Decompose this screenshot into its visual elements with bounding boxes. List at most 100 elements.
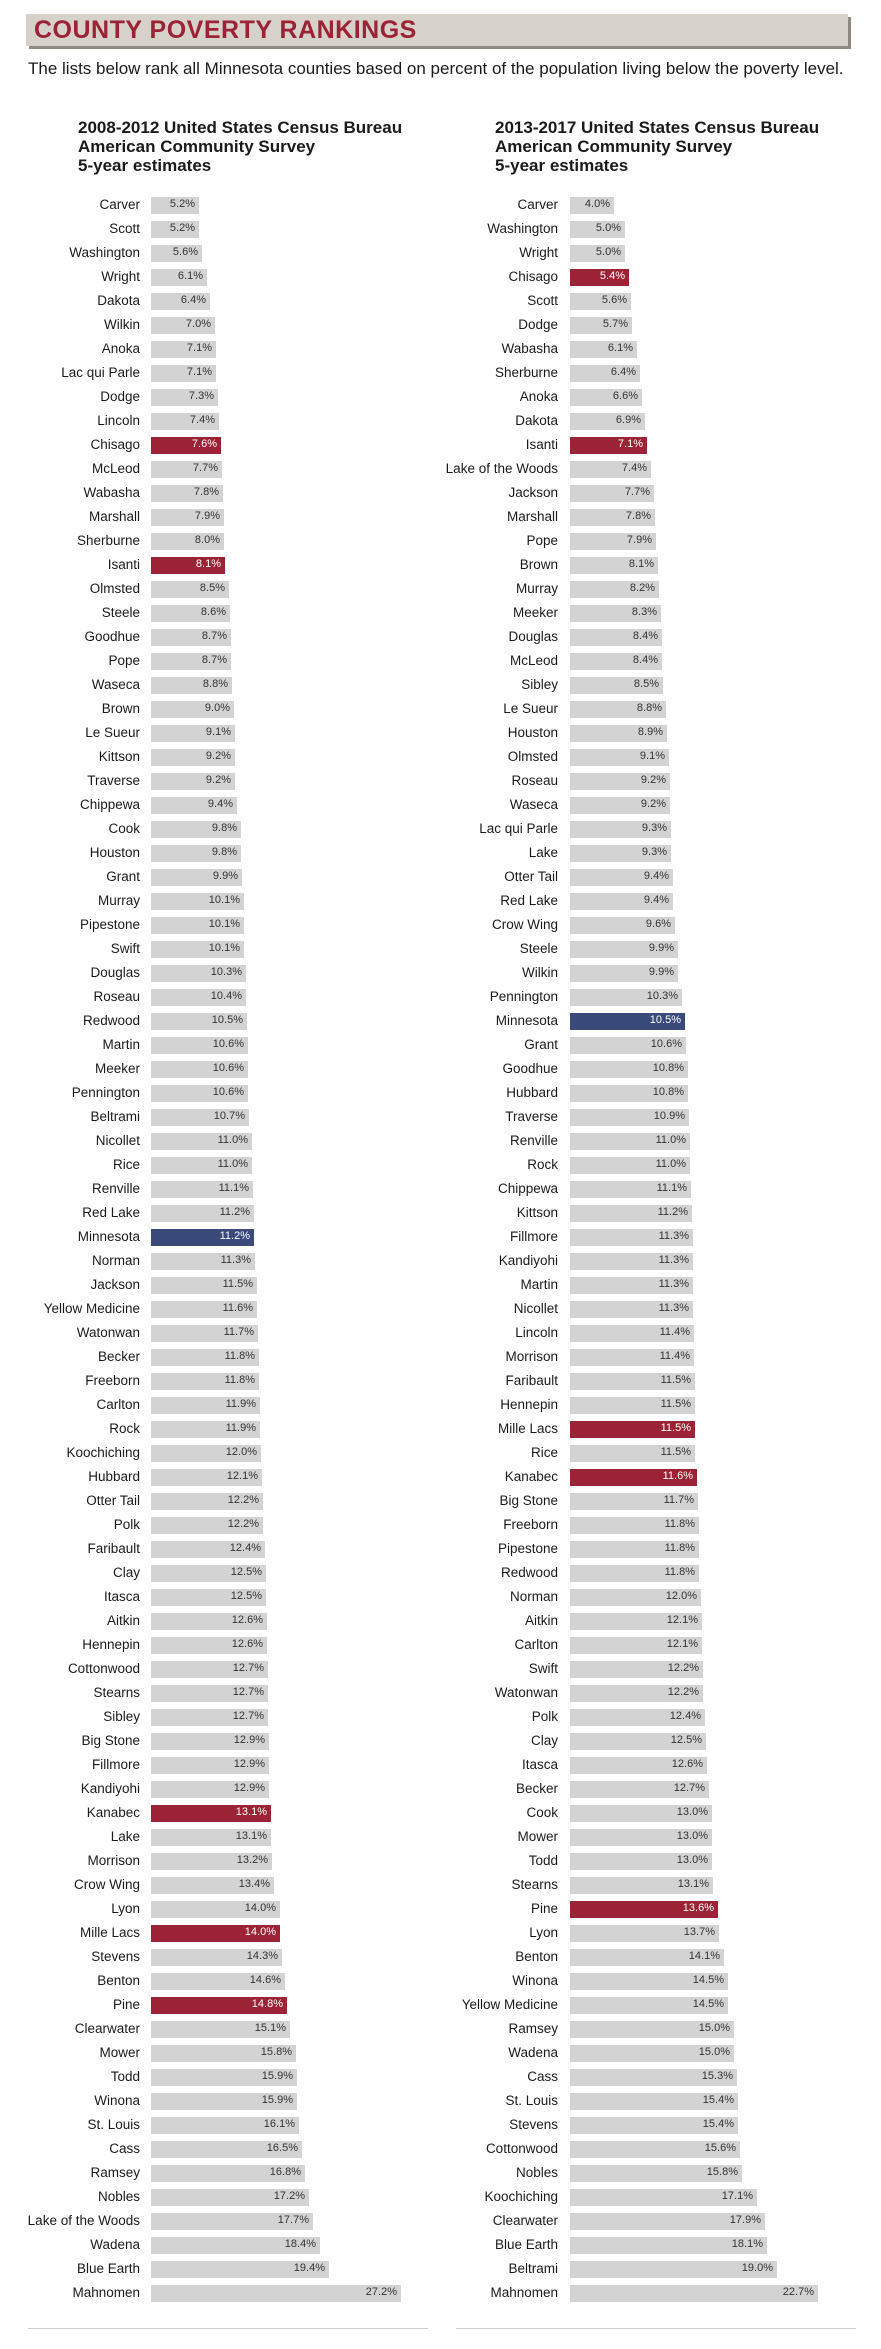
county-label: Watonwan	[494, 1685, 558, 1700]
data-label: 11.0%	[655, 1134, 686, 1146]
county-label: Nobles	[97, 2189, 140, 2204]
bar	[570, 1829, 712, 1846]
bar	[151, 1037, 248, 1054]
table-row: Red Lake 9.4%	[440, 890, 880, 914]
bar	[570, 1661, 703, 1678]
bar	[151, 1565, 266, 1582]
bar	[151, 1469, 262, 1486]
bar	[151, 1517, 263, 1534]
bar	[570, 1229, 693, 1246]
county-label: Hennepin	[82, 1637, 140, 1652]
data-label: 15.0%	[698, 2046, 730, 2058]
bar	[151, 341, 216, 358]
table-row: Mower 13.0%	[440, 1826, 880, 1850]
data-label: 12.6%	[671, 1758, 703, 1770]
bar	[151, 485, 223, 502]
county-label: Steele	[101, 605, 140, 620]
data-label: 6.9%	[615, 414, 641, 426]
county-label: Fillmore	[91, 1757, 140, 1772]
data-label: 15.8%	[260, 2046, 292, 2058]
county-label: Le Sueur	[85, 725, 140, 740]
bar	[570, 797, 670, 814]
data-label: 5.6%	[172, 246, 198, 258]
bar	[151, 2141, 302, 2158]
data-label: 8.6%	[200, 606, 226, 618]
panel-heading: 2013-2017 United States Census Bureau Am…	[495, 118, 819, 175]
county-label: Fillmore	[509, 1229, 558, 1244]
data-label: 11.2%	[219, 1206, 250, 1218]
county-label: Crow Wing	[73, 1877, 140, 1892]
county-label: Kanabec	[86, 1805, 140, 1820]
table-row: Nicollet 11.0%	[0, 1130, 440, 1154]
table-row: Clay 12.5%	[440, 1730, 880, 1754]
county-label: Anoka	[519, 389, 558, 404]
county-label: Isanti	[525, 437, 558, 452]
bar	[570, 1781, 709, 1798]
county-label: Hubbard	[88, 1469, 140, 1484]
county-label: Kittson	[98, 749, 140, 764]
table-row: Olmsted 9.1%	[440, 746, 880, 770]
table-row: Lincoln 7.4%	[0, 410, 440, 434]
county-label: Wilkin	[104, 317, 140, 332]
bar	[570, 1733, 706, 1750]
table-row: Mower 15.8%	[0, 2042, 440, 2066]
table-row: Hennepin 12.6%	[0, 1634, 440, 1658]
bar	[570, 2141, 740, 2158]
bar	[151, 749, 235, 766]
data-label: 15.4%	[702, 2118, 734, 2130]
bar	[151, 1061, 248, 1078]
table-row: Sibley 8.5%	[440, 674, 880, 698]
table-row: Washington 5.0%	[440, 218, 880, 242]
data-label: 12.1%	[226, 1470, 258, 1482]
bar	[151, 2045, 296, 2062]
county-label: Stevens	[509, 2117, 558, 2132]
county-label: Ramsey	[508, 2021, 558, 2036]
bar	[570, 1565, 699, 1582]
table-row: Norman 12.0%	[440, 1586, 880, 1610]
bar	[570, 293, 631, 310]
table-row: Polk 12.4%	[440, 1706, 880, 1730]
county-label: Waseca	[509, 797, 558, 812]
bar	[151, 1277, 257, 1294]
table-row: Stevens 14.3%	[0, 1946, 440, 1970]
table-row: Brown 8.1%	[440, 554, 880, 578]
county-label: Olmsted	[507, 749, 558, 764]
county-label: Rock	[527, 1157, 558, 1172]
bar	[570, 941, 678, 958]
table-row: Mahnomen 22.7%	[440, 2282, 880, 2306]
table-row: Renville 11.0%	[440, 1130, 880, 1154]
county-label: Yellow Medicine	[461, 1997, 558, 2012]
bar	[570, 1925, 719, 1942]
county-label: Mower	[517, 1829, 558, 1844]
table-row: Goodhue 8.7%	[0, 626, 440, 650]
table-row: Chisago 5.4%	[440, 266, 880, 290]
table-row: Winona 15.9%	[0, 2090, 440, 2114]
data-label: 15.6%	[704, 2142, 736, 2154]
page-subtitle: The lists below rank all Minnesota count…	[28, 59, 844, 78]
county-label: Jackson	[90, 1277, 140, 1292]
county-label: Beltrami	[90, 1109, 140, 1124]
data-label: 12.5%	[230, 1590, 262, 1602]
bar	[151, 1181, 253, 1198]
table-row: Winona 14.5%	[440, 1970, 880, 1994]
county-label: Lac qui Parle	[61, 365, 140, 380]
bar	[151, 845, 241, 862]
data-label: 11.4%	[659, 1350, 690, 1362]
data-label: 13.1%	[677, 1878, 709, 1890]
county-label: Mahnomen	[490, 2285, 558, 2300]
table-row: Watonwan 12.2%	[440, 1682, 880, 1706]
data-label: 13.0%	[676, 1830, 708, 1842]
bar	[570, 269, 629, 286]
data-label: 12.2%	[227, 1494, 259, 1506]
county-label: Morrison	[87, 1853, 140, 1868]
bar	[151, 557, 225, 574]
table-row: Polk 12.2%	[0, 1514, 440, 1538]
data-label: 8.4%	[632, 654, 658, 666]
county-label: Meeker	[512, 605, 558, 620]
county-label: Dakota	[515, 413, 558, 428]
bar	[151, 1637, 267, 1654]
table-row: Otter Tail 9.4%	[440, 866, 880, 890]
county-label: McLeod	[509, 653, 558, 668]
county-label: Nicollet	[95, 1133, 140, 1148]
data-label: 5.0%	[595, 222, 621, 234]
